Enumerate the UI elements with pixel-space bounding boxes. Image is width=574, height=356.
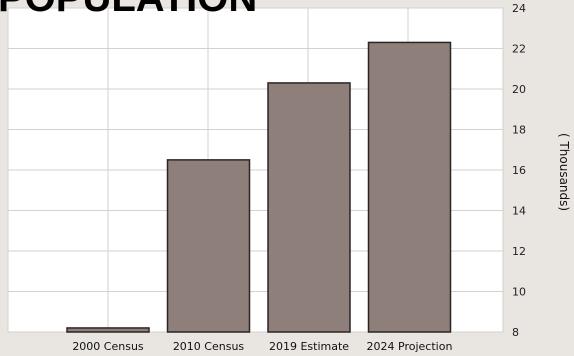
y-tick-label: 12 — [512, 245, 526, 258]
category-labels: 2000 Census 2010 Census 2019 Estimate 2024 … — [72, 340, 452, 353]
bar-2019-estimate — [267, 82, 351, 333]
y-tick-label: 24 — [512, 2, 526, 15]
x-category-label: 2024 Projection — [367, 340, 453, 353]
x-category-label: 2010 Census — [173, 340, 245, 353]
bar-layer — [66, 41, 452, 333]
x-category-label: 2019 Estimate — [269, 340, 349, 353]
y-tick-label: 16 — [512, 164, 526, 177]
chart-title: POPULATION — [0, 0, 257, 18]
y-tick-label: 8 — [512, 326, 519, 339]
y-axis-label: ( Thousands) — [557, 133, 571, 211]
bar-2024-projection — [367, 41, 452, 333]
y-tick-label: 20 — [512, 83, 526, 96]
y-tick-label: 10 — [512, 286, 526, 299]
y-tick-label: 22 — [512, 43, 526, 56]
x-category-label: 2000 Census — [72, 340, 144, 353]
y-tick-label: 18 — [512, 124, 526, 137]
y-tick-labels: 8 10 12 14 16 18 20 22 24 — [512, 2, 526, 339]
bar-2010-census — [166, 159, 251, 333]
y-tick-label: 14 — [512, 205, 526, 218]
bar-2000-census — [66, 327, 150, 333]
